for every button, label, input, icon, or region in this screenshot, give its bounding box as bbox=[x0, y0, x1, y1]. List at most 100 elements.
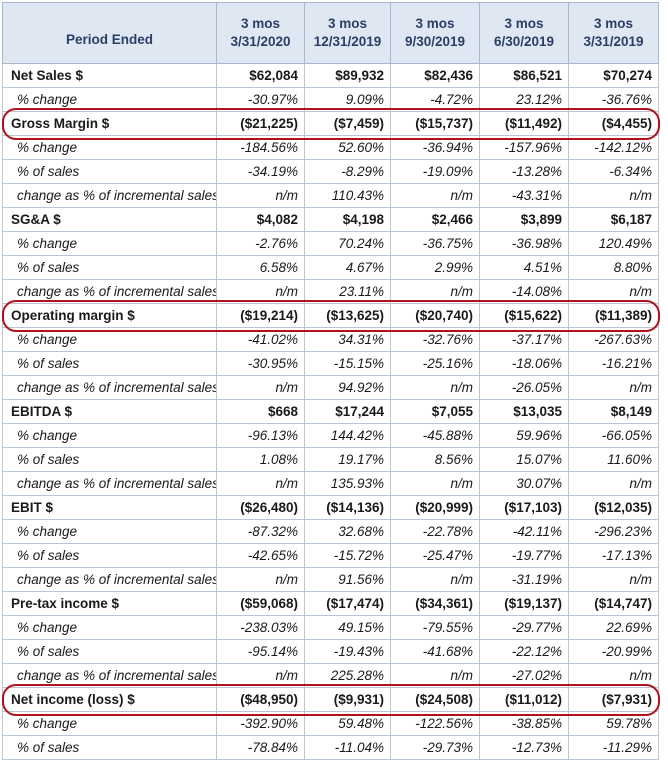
cell-value: n/m bbox=[390, 279, 480, 304]
cell-value: ($19,137) bbox=[479, 591, 569, 616]
cell-value: -22.12% bbox=[479, 639, 569, 664]
column-header-line1: 3 mos bbox=[415, 16, 455, 31]
row-label: % of sales bbox=[2, 447, 217, 472]
cell-value: $8,149 bbox=[568, 399, 659, 424]
cell-value: 59.78% bbox=[568, 711, 659, 736]
cell-value: -31.19% bbox=[479, 567, 569, 592]
cell-value: -296.23% bbox=[568, 519, 659, 544]
cell-value: $62,084 bbox=[216, 63, 305, 88]
cell-value: -41.02% bbox=[216, 327, 305, 352]
cell-value: n/m bbox=[568, 279, 659, 304]
cell-value: -12.73% bbox=[479, 735, 569, 760]
cell-value: $668 bbox=[216, 399, 305, 424]
cell-value: ($11,389) bbox=[568, 303, 659, 328]
cell-value: -184.56% bbox=[216, 135, 305, 160]
cell-value: ($17,103) bbox=[479, 495, 569, 520]
cell-value: -36.98% bbox=[479, 231, 569, 256]
table-row-main: Gross Margin $ ($21,225) ($7,459) ($15,737)… bbox=[2, 111, 659, 136]
cell-value: n/m bbox=[390, 567, 480, 592]
cell-value: -25.16% bbox=[390, 351, 480, 376]
cell-value: n/m bbox=[216, 375, 305, 400]
cell-value: -16.21% bbox=[568, 351, 659, 376]
cell-value: ($12,035) bbox=[568, 495, 659, 520]
cell-value: -11.04% bbox=[304, 735, 391, 760]
table-row-sub: change as % of incremental sales n/m 91.56… bbox=[2, 567, 659, 592]
cell-value: -122.56% bbox=[390, 711, 480, 736]
cell-value: 4.67% bbox=[304, 255, 391, 280]
cell-value: n/m bbox=[568, 567, 659, 592]
cell-value: 70.24% bbox=[304, 231, 391, 256]
cell-value: ($4,455) bbox=[568, 111, 659, 136]
cell-value: ($15,737) bbox=[390, 111, 480, 136]
cell-value: $6,187 bbox=[568, 207, 659, 232]
cell-value: $2,466 bbox=[390, 207, 480, 232]
cell-value: n/m bbox=[216, 279, 305, 304]
cell-value: -43.31% bbox=[479, 183, 569, 208]
cell-value: $82,436 bbox=[390, 63, 480, 88]
row-label: % of sales bbox=[2, 735, 217, 760]
row-label: % change bbox=[2, 423, 217, 448]
cell-value: n/m bbox=[216, 183, 305, 208]
cell-value: -29.73% bbox=[390, 735, 480, 760]
cell-value: 225.28% bbox=[304, 663, 391, 688]
cell-value: -392.90% bbox=[216, 711, 305, 736]
table-body: Net Sales $ $62,084 $89,932 $82,436 $86,521 $… bbox=[2, 63, 659, 760]
cell-value: ($7,459) bbox=[304, 111, 391, 136]
cell-value: n/m bbox=[390, 471, 480, 496]
table-row-sub: change as % of incremental sales n/m 225.2… bbox=[2, 663, 659, 688]
row-label: % change bbox=[2, 711, 217, 736]
table-row-sub: % of sales -95.14% -19.43% -41.68% -22.12% -2… bbox=[2, 639, 659, 664]
cell-value: -78.84% bbox=[216, 735, 305, 760]
table-row-sub: % change -2.76% 70.24% -36.75% -36.98% 120.49… bbox=[2, 231, 659, 256]
cell-value: -13.28% bbox=[479, 159, 569, 184]
cell-value: 1.08% bbox=[216, 447, 305, 472]
cell-value: $89,932 bbox=[304, 63, 391, 88]
cell-value: -27.02% bbox=[479, 663, 569, 688]
cell-value: 135.93% bbox=[304, 471, 391, 496]
row-label: % change bbox=[2, 519, 217, 544]
table-row-sub: % of sales -34.19% -8.29% -19.09% -13.28% -6.… bbox=[2, 159, 659, 184]
cell-value: -36.75% bbox=[390, 231, 480, 256]
cell-value: ($20,999) bbox=[390, 495, 480, 520]
row-label: change as % of incremental sales bbox=[2, 375, 217, 400]
row-label: change as % of incremental sales bbox=[2, 663, 217, 688]
cell-value: 8.56% bbox=[390, 447, 480, 472]
cell-value: 9.09% bbox=[304, 87, 391, 112]
column-header-line1: 3 mos bbox=[593, 16, 634, 31]
table-row-sub: % change -87.32% 32.68% -22.78% -42.11% -296.… bbox=[2, 519, 659, 544]
cell-value: n/m bbox=[216, 663, 305, 688]
row-label: Gross Margin $ bbox=[2, 111, 217, 136]
cell-value: 23.11% bbox=[304, 279, 391, 304]
column-header-line2: 6/30/2019 bbox=[493, 34, 555, 49]
cell-value: ($17,474) bbox=[304, 591, 391, 616]
cell-value: 2.99% bbox=[390, 255, 480, 280]
column-header-line1: 3 mos bbox=[240, 16, 281, 31]
cell-value: -19.09% bbox=[390, 159, 480, 184]
cell-value: -42.11% bbox=[479, 519, 569, 544]
cell-value: 91.56% bbox=[304, 567, 391, 592]
table-row-main: Pre-tax income $ ($59,068) ($17,474) ($34,3… bbox=[2, 591, 659, 616]
cell-value: -66.05% bbox=[568, 423, 659, 448]
column-header-line2: 9/30/2019 bbox=[404, 34, 466, 49]
cell-value: -29.77% bbox=[479, 615, 569, 640]
cell-value: n/m bbox=[216, 471, 305, 496]
column-header: 3 mos 3/31/2019 bbox=[568, 2, 659, 64]
cell-value: -19.77% bbox=[479, 543, 569, 568]
cell-value: $86,521 bbox=[479, 63, 569, 88]
cell-value: -157.96% bbox=[479, 135, 569, 160]
cell-value: n/m bbox=[390, 663, 480, 688]
cell-value: ($59,068) bbox=[216, 591, 305, 616]
cell-value: -15.72% bbox=[304, 543, 391, 568]
cell-value: -36.94% bbox=[390, 135, 480, 160]
table-row-sub: % change -238.03% 49.15% -79.55% -29.77% 22.6… bbox=[2, 615, 659, 640]
cell-value: 59.48% bbox=[304, 711, 391, 736]
cell-value: $4,082 bbox=[216, 207, 305, 232]
cell-value: ($13,625) bbox=[304, 303, 391, 328]
cell-value: ($20,740) bbox=[390, 303, 480, 328]
cell-value: -2.76% bbox=[216, 231, 305, 256]
column-header-line2: 12/31/2019 bbox=[313, 34, 382, 49]
cell-value: n/m bbox=[390, 375, 480, 400]
cell-value: ($14,747) bbox=[568, 591, 659, 616]
table-row-sub: % change -41.02% 34.31% -32.76% -37.17% -267.… bbox=[2, 327, 659, 352]
cell-value: ($24,508) bbox=[390, 687, 480, 712]
